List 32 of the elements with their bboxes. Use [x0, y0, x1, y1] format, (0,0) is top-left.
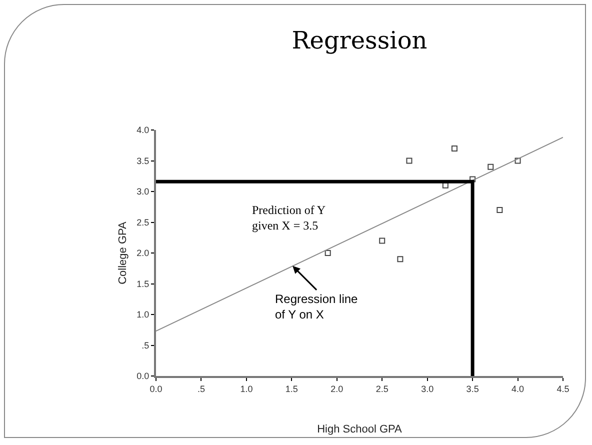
x-tick-label: 3.5 [466, 384, 479, 394]
point [406, 158, 412, 164]
point [397, 256, 404, 262]
point [488, 164, 494, 170]
y-tick-label: 1.5 [136, 278, 150, 289]
x-tick-label: 2.0 [330, 384, 344, 394]
y-tick-label: 1.0 [136, 310, 150, 320]
x-tick-label: .5 [197, 384, 205, 394]
x-tick-label: 2.5 [376, 384, 388, 394]
x-tick-label: 0.0 [150, 384, 162, 394]
annotation: Prediction of Y given X = 3.5 [252, 203, 326, 233]
point [379, 238, 386, 244]
x-tick-label: 1.0 [240, 384, 253, 394]
y-tick-label: 0.0 [136, 371, 150, 382]
x-tick-label: 4.5 [556, 384, 570, 394]
y-tick-label: 2.5 [136, 217, 150, 228]
y-tick-label: 2.0 [136, 248, 150, 258]
annotation: Regression line of Y on X [275, 292, 358, 322]
x-axis-title: High School GPA [317, 424, 403, 436]
y-tick-label: 3.5 [136, 156, 150, 166]
x-tick-label: 4.0 [512, 384, 524, 394]
x-tick-label: 3.0 [421, 384, 434, 394]
y-tick-label: 4.0 [136, 125, 150, 136]
chart-title: Regression [292, 26, 428, 54]
y-tick-label: .5 [142, 340, 150, 350]
x-tick-label: 1.5 [285, 384, 298, 394]
point [451, 145, 458, 152]
y-axis-title: College GPA [116, 220, 129, 284]
point [324, 250, 331, 256]
point [496, 206, 503, 213]
point [514, 158, 521, 164]
y-tick-label: 3.0 [136, 186, 150, 197]
